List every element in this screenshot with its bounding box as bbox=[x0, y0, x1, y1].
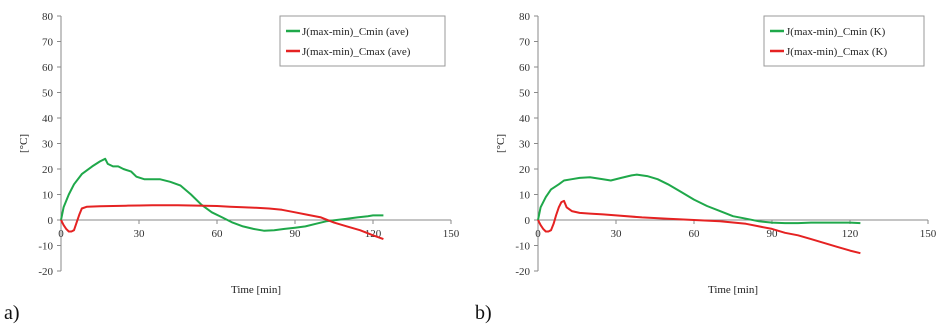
series-line-green bbox=[537, 173, 861, 225]
legend-box bbox=[279, 15, 446, 67]
y-tick-label: 80 bbox=[42, 11, 54, 23]
x-tick-label: 150 bbox=[443, 228, 460, 240]
chart-b-svg: -20 -10 0 10 20 30 40 50 60 70 80 0 30 60 90 120 150 Time… bbox=[495, 11, 937, 296]
series-line-red bbox=[60, 204, 384, 241]
x-tick-label: 30 bbox=[134, 228, 146, 240]
x-axis-title: Time [min] bbox=[231, 284, 281, 296]
x-tick-label: 90 bbox=[290, 228, 302, 240]
y-tick-label: 80 bbox=[519, 11, 531, 23]
y-tick-label: 40 bbox=[42, 113, 54, 125]
y-tick-label: 20 bbox=[42, 164, 54, 176]
y-tick-label: 0 bbox=[48, 215, 54, 227]
y-tick-label: 50 bbox=[519, 88, 531, 100]
x-tick-label: 60 bbox=[212, 228, 224, 240]
x-tick-label: 30 bbox=[611, 228, 623, 240]
y-tick-label: 0 bbox=[525, 215, 531, 227]
y-axis-title: [°C] bbox=[495, 134, 507, 153]
y-tick-label: 60 bbox=[519, 62, 531, 74]
y-tick-label: 30 bbox=[42, 139, 54, 151]
x-axis-title: Time [min] bbox=[708, 284, 758, 296]
x-tick-label: 90 bbox=[767, 228, 779, 240]
y-tick-label: 10 bbox=[519, 190, 531, 202]
y-tick-label: -10 bbox=[38, 241, 53, 253]
x-tick-label: 150 bbox=[920, 228, 937, 240]
legend-label: J(max-min)_Cmax (ave) bbox=[302, 46, 411, 58]
y-tick-label: -20 bbox=[38, 266, 53, 278]
panel-label-b: b) bbox=[475, 302, 492, 324]
x-tick-label: 60 bbox=[689, 228, 701, 240]
y-axis-title: [°C] bbox=[18, 134, 30, 153]
x-tick-label: 0 bbox=[535, 228, 541, 240]
series-line-green bbox=[60, 157, 384, 232]
y-tick-label: 20 bbox=[519, 164, 531, 176]
y-tick-label: 30 bbox=[519, 139, 531, 151]
x-tick-label: 0 bbox=[58, 228, 64, 240]
panel-label-a: a) bbox=[4, 302, 20, 324]
legend-label: J(max-min)_Cmin (K) bbox=[786, 26, 886, 38]
legend-label: J(max-min)_Cmax (K) bbox=[786, 46, 887, 58]
chart-panel-a: -20 -10 0 10 20 30 40 50 60 70 80 0 30 60 90 120 150 Time… bbox=[0, 0, 470, 329]
y-tick-label: 10 bbox=[42, 190, 54, 202]
y-tick-label: 40 bbox=[519, 113, 531, 125]
y-tick-label: -20 bbox=[515, 266, 530, 278]
series-line-red bbox=[537, 199, 861, 255]
chart-panel-b: -20 -10 0 10 20 30 40 50 60 70 80 0 30 60 90 120 150 Time… bbox=[471, 0, 941, 329]
y-tick-label: -10 bbox=[515, 241, 530, 253]
legend-label: J(max-min)_Cmin (ave) bbox=[302, 26, 409, 38]
y-tick-label: 70 bbox=[519, 37, 531, 49]
y-tick-label: 50 bbox=[42, 88, 54, 100]
y-tick-label: 60 bbox=[42, 62, 54, 74]
x-tick-label: 120 bbox=[842, 228, 859, 240]
y-tick-label: 70 bbox=[42, 37, 54, 49]
legend-box bbox=[763, 15, 925, 67]
